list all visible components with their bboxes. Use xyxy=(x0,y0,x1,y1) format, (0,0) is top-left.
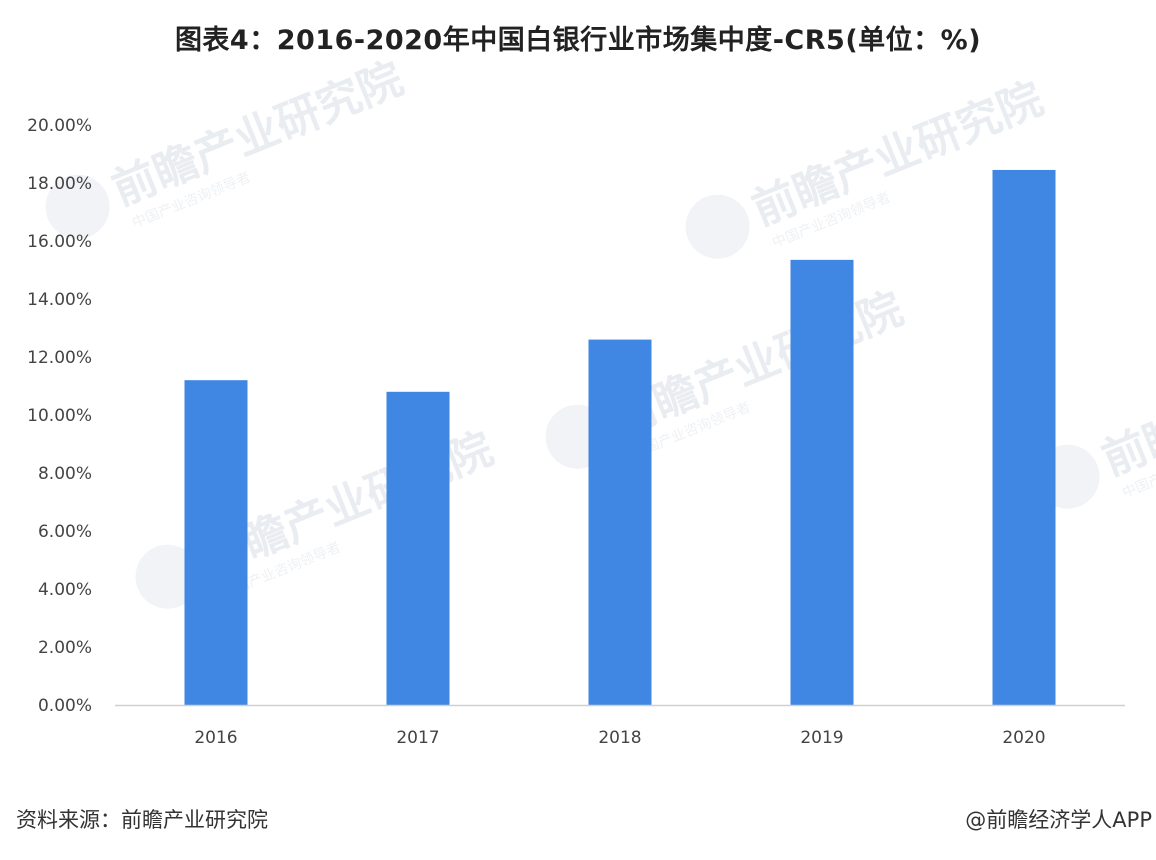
y-tick-label: 4.00% xyxy=(38,580,92,600)
watermark-brand: 前瞻产业研究院 xyxy=(1095,323,1156,486)
bar xyxy=(184,380,248,705)
y-tick-label: 20.00% xyxy=(27,116,92,136)
watermark-logo-icon xyxy=(685,194,750,259)
y-tick-label: 6.00% xyxy=(38,522,92,542)
source-note: 资料来源：前瞻产业研究院 xyxy=(16,808,268,832)
y-tick-label: 12.00% xyxy=(27,348,92,368)
chart-title: 图表4：2016-2020年中国白银行业市场集中度-CR5(单位：%) xyxy=(174,25,982,56)
y-tick-label: 18.00% xyxy=(27,174,92,194)
watermark-brand: 前瞻产业研究院 xyxy=(105,53,410,216)
y-tick-label: 0.00% xyxy=(38,696,92,716)
y-axis-ticks: 0.00% 2.00% 4.00% 6.00% 8.00% 10.00% 12.00% 14.… xyxy=(27,116,92,716)
x-tick-label: 2017 xyxy=(396,728,439,748)
watermark-logo-icon xyxy=(45,174,110,239)
credit-note: @前瞻经济学人APP xyxy=(965,808,1152,832)
y-tick-label: 2.00% xyxy=(38,638,92,658)
x-tick-label: 2019 xyxy=(800,728,843,748)
y-tick-label: 16.00% xyxy=(27,232,92,252)
y-tick-label: 10.00% xyxy=(27,406,92,426)
bars-group xyxy=(184,169,1056,705)
x-tick-label: 2018 xyxy=(598,728,641,748)
bar xyxy=(588,339,652,705)
watermark-logo-icon xyxy=(135,544,200,609)
y-tick-label: 8.00% xyxy=(38,464,92,484)
y-tick-label: 14.00% xyxy=(27,290,92,310)
x-axis-ticks: 2016 2017 2018 2019 2020 xyxy=(194,728,1045,748)
x-tick-label: 2016 xyxy=(194,728,237,748)
bar xyxy=(790,259,854,705)
bar xyxy=(992,169,1056,705)
x-tick-label: 2020 xyxy=(1002,728,1045,748)
bar xyxy=(386,391,450,705)
